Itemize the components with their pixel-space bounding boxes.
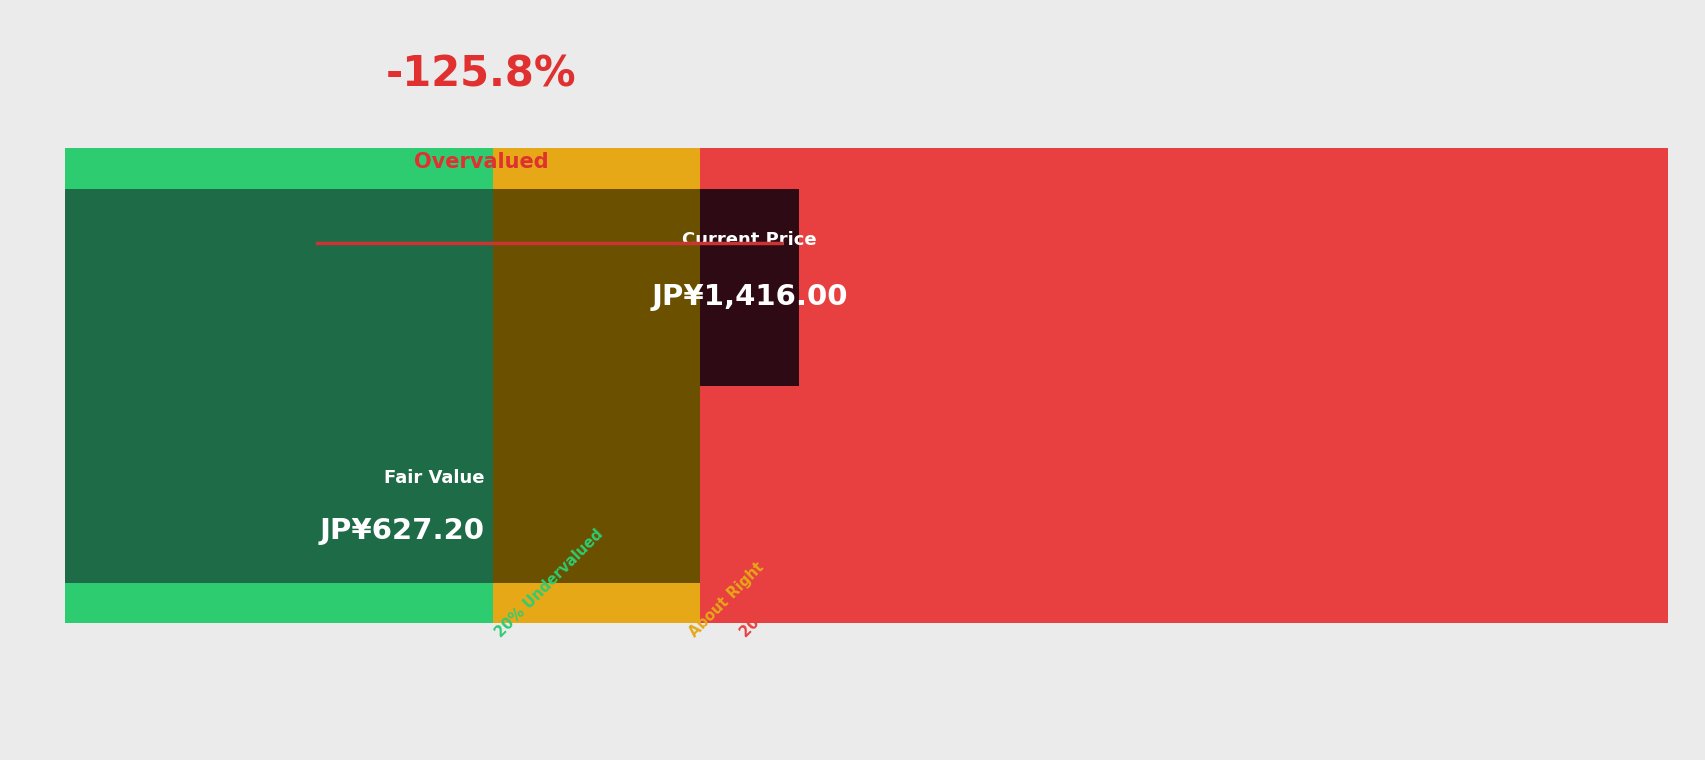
Text: JP¥627.20: JP¥627.20 (319, 517, 484, 545)
Text: Current Price: Current Price (682, 231, 817, 249)
Text: Fair Value: Fair Value (384, 469, 484, 487)
Bar (493, 188, 699, 583)
Text: -125.8%: -125.8% (385, 53, 576, 95)
Bar (65, 148, 493, 623)
Bar (493, 148, 699, 623)
Text: About Right: About Right (685, 559, 766, 640)
Text: 20% Overvalued: 20% Overvalued (737, 534, 842, 640)
Bar (65, 188, 493, 583)
Text: Overvalued: Overvalued (414, 152, 547, 172)
Bar (699, 188, 800, 386)
Text: JP¥1,416.00: JP¥1,416.00 (651, 283, 847, 312)
Text: 20% Undervalued: 20% Undervalued (493, 526, 607, 640)
Bar (699, 148, 1667, 623)
